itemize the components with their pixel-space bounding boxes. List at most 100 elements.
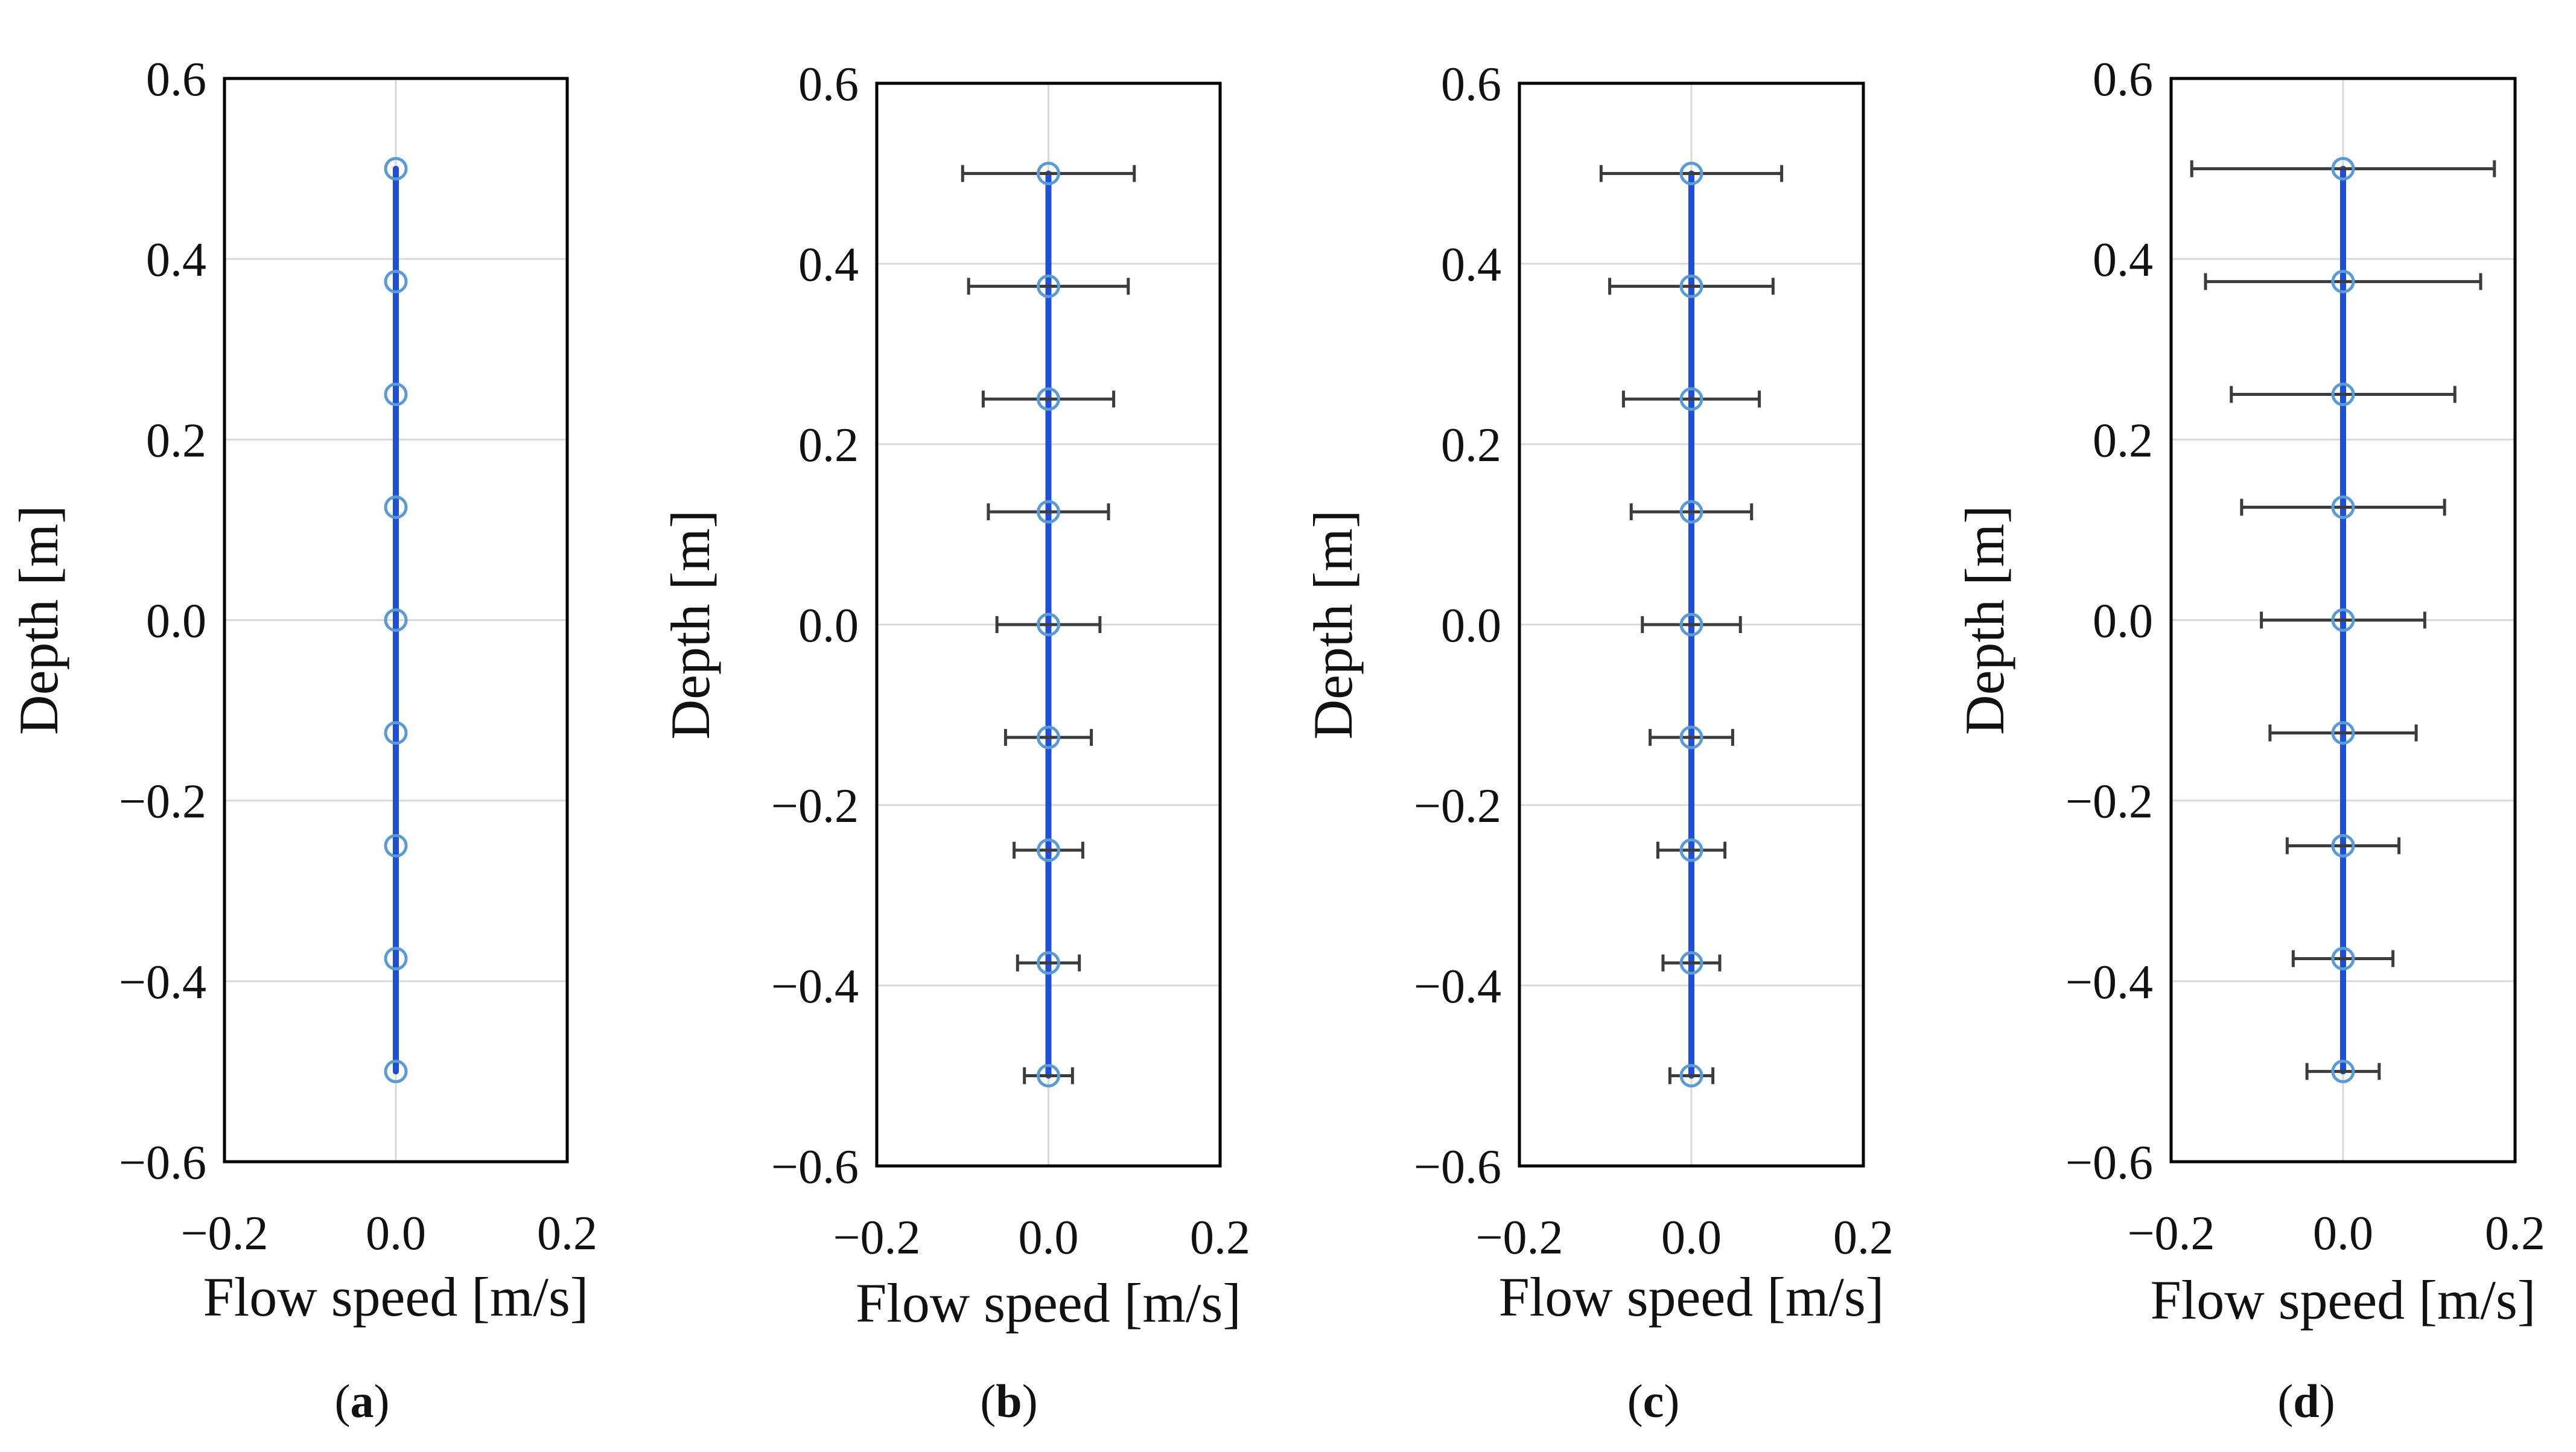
data-point — [1679, 274, 1703, 298]
data-point — [1037, 613, 1060, 637]
data-point — [1679, 838, 1703, 862]
y-tick-label: −0.4 — [119, 956, 206, 1009]
panel-d: 0.6 0.4 0.2 0.0 −0.2 −0.4 −0.6 −0.2 0.0 0.2 Flow s… — [1954, 53, 2545, 1427]
data-point — [384, 721, 408, 745]
y-axis-label: Depth [m] — [1302, 510, 1364, 740]
x-axis-label: Flow speed [m/s] — [2151, 1269, 2536, 1331]
y-tick-label: 0.2 — [798, 419, 859, 472]
data-point — [1037, 838, 1060, 862]
data-point — [1037, 951, 1060, 975]
y-tick-label: −0.6 — [119, 1136, 206, 1189]
y-tick-label: 0.4 — [146, 234, 206, 287]
data-point — [2331, 608, 2355, 632]
x-tick-label: 0.2 — [2485, 1207, 2545, 1260]
y-tick-label: 0.2 — [146, 414, 206, 467]
y-tick-label: −0.6 — [1414, 1141, 1501, 1194]
y-tick-label: −0.2 — [1414, 780, 1501, 833]
y-tick-label: 0.4 — [1441, 238, 1501, 291]
data-point — [2331, 721, 2355, 745]
x-tick-label: −0.2 — [180, 1207, 268, 1260]
data-point — [1037, 500, 1060, 524]
y-tick-label: −0.2 — [2066, 775, 2153, 829]
y-tick-label: 0.2 — [2093, 414, 2153, 467]
x-tick-label: 0.0 — [2313, 1207, 2373, 1260]
data-point — [1037, 162, 1060, 185]
panel-caption: (d) — [2277, 1375, 2335, 1427]
data-point — [384, 608, 408, 632]
panel-caption: (a) — [335, 1375, 390, 1427]
x-tick-label: 0.0 — [1019, 1211, 1079, 1264]
panel-a: 0.6 0.4 0.2 0.0 −0.2 −0.4 −0.6 −0.2 0.0 0.2 Flow s… — [8, 53, 597, 1427]
panel-b: 0.6 0.4 0.2 0.0 −0.2 −0.4 −0.6 −0.2 0.0 0.2 Flow s… — [660, 58, 1250, 1427]
y-tick-label: 0.2 — [1441, 419, 1501, 472]
y-tick-label: 0.0 — [798, 599, 859, 652]
plot-frame — [875, 81, 1222, 1168]
data-point — [1679, 613, 1703, 637]
data-point — [1037, 1064, 1060, 1087]
caption-letter: b — [996, 1375, 1022, 1427]
data-point — [1679, 500, 1703, 524]
y-tick-label: −0.6 — [2066, 1136, 2153, 1189]
data-point — [1679, 725, 1703, 750]
x-tick-label: 0.2 — [1833, 1211, 1894, 1264]
data-point — [1037, 274, 1060, 298]
y-axis-label: Depth [m] — [1954, 505, 2015, 735]
data-point — [2331, 383, 2355, 407]
y-tick-label: 0.6 — [1441, 58, 1501, 111]
plot-frame — [223, 77, 569, 1164]
data-point — [1679, 162, 1703, 185]
y-tick-label: 0.4 — [2093, 234, 2153, 287]
y-tick-label: 0.0 — [2093, 595, 2153, 648]
x-axis-label: Flow speed [m/s] — [856, 1272, 1241, 1334]
y-tick-label: −0.2 — [771, 780, 859, 833]
y-tick-label: 0.6 — [2093, 53, 2153, 106]
data-point — [2331, 495, 2355, 520]
series-0 — [961, 162, 1136, 1087]
data-point — [384, 383, 408, 407]
panel-caption: (c) — [1627, 1375, 1680, 1427]
panel-caption: (b) — [980, 1375, 1037, 1427]
data-point — [384, 946, 408, 970]
series-0 — [2190, 157, 2496, 1083]
data-point — [384, 833, 408, 858]
caption-letter: c — [1643, 1375, 1664, 1427]
caption-letter: d — [2293, 1375, 2319, 1427]
series-0 — [1599, 162, 1784, 1087]
data-point — [384, 270, 408, 294]
y-axis-label: Depth [m] — [660, 510, 721, 740]
y-tick-label: 0.6 — [146, 53, 206, 106]
data-point — [2331, 270, 2355, 294]
y-tick-label: −0.4 — [2066, 956, 2153, 1009]
x-axis-label: Flow speed [m/s] — [203, 1266, 589, 1328]
data-point — [1679, 387, 1703, 411]
x-tick-label: 0.2 — [1190, 1211, 1250, 1264]
y-tick-label: −0.4 — [771, 960, 859, 1013]
x-tick-label: −0.2 — [1475, 1211, 1563, 1264]
x-tick-label: 0.0 — [1661, 1211, 1722, 1264]
data-point — [1679, 1064, 1703, 1087]
x-tick-label: −0.2 — [833, 1211, 920, 1264]
data-point — [2331, 1059, 2355, 1083]
y-tick-label: −0.4 — [1414, 960, 1501, 1013]
data-point — [384, 1059, 408, 1083]
series-0 — [384, 157, 408, 1083]
x-tick-label: 0.0 — [366, 1207, 426, 1260]
x-tick-label: −0.2 — [2127, 1207, 2215, 1260]
data-point — [384, 495, 408, 520]
plot-frame — [1518, 81, 1865, 1168]
y-tick-label: 0.0 — [146, 595, 206, 648]
data-point — [2331, 157, 2355, 181]
y-tick-label: −0.2 — [119, 775, 206, 829]
y-tick-label: 0.6 — [798, 58, 859, 111]
y-tick-label: 0.4 — [798, 238, 859, 291]
x-tick-label: 0.2 — [537, 1207, 597, 1260]
data-point — [1037, 387, 1060, 411]
y-tick-label: 0.0 — [1441, 599, 1501, 652]
y-tick-label: −0.6 — [771, 1141, 859, 1194]
y-axis-label: Depth [m] — [8, 505, 69, 735]
data-point — [2331, 946, 2355, 970]
data-point — [2331, 833, 2355, 858]
data-point — [384, 157, 408, 181]
